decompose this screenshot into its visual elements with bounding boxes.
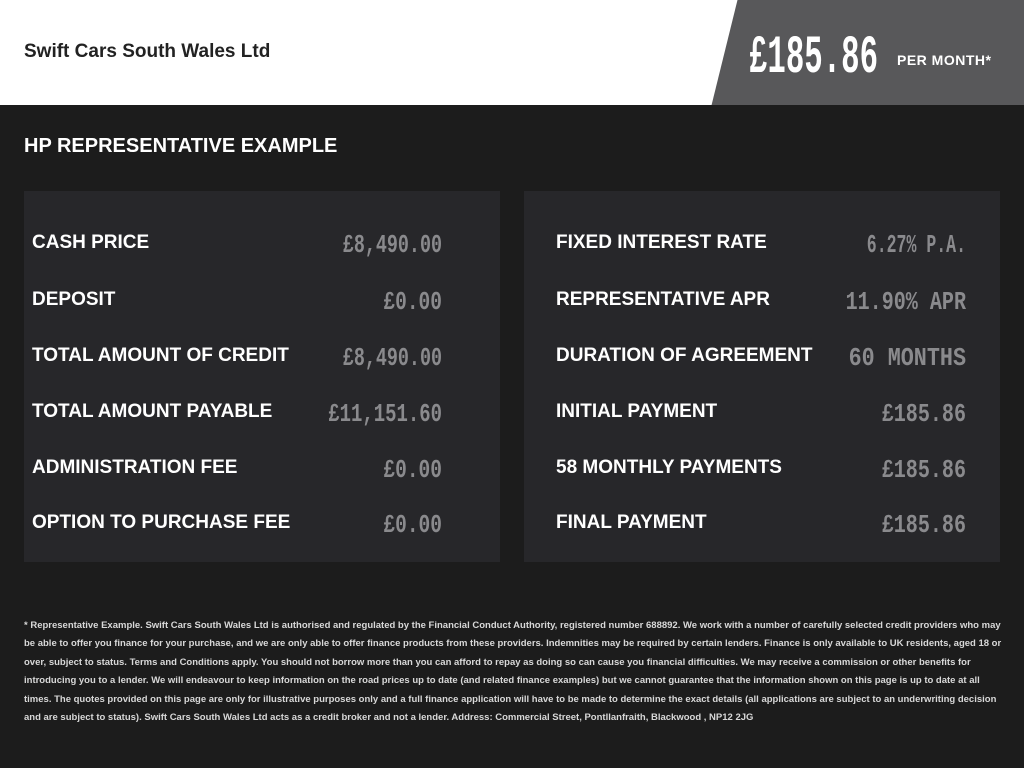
- svg-text:£0.00: £0.00: [383, 287, 442, 317]
- svg-text:£185.86: £185.86: [749, 28, 878, 85]
- svg-text:60 MONTHS: 60 MONTHS: [849, 343, 966, 373]
- svg-text:£8,490.00: £8,490.00: [343, 230, 442, 260]
- svg-text:£185.86: £185.86: [882, 455, 966, 485]
- svg-text:£0.00: £0.00: [383, 455, 442, 485]
- svg-text:11.90% APR: 11.90% APR: [846, 287, 966, 317]
- svg-text:£185.86: £185.86: [882, 399, 966, 429]
- svg-text:£0.00: £0.00: [383, 510, 442, 540]
- svg-text:£11,151.60: £11,151.60: [328, 399, 442, 429]
- svg-text:£8,490.00: £8,490.00: [343, 343, 442, 373]
- svg-text:6.27% P.A.: 6.27% P.A.: [867, 230, 966, 260]
- svg-text:£185.86: £185.86: [882, 510, 966, 540]
